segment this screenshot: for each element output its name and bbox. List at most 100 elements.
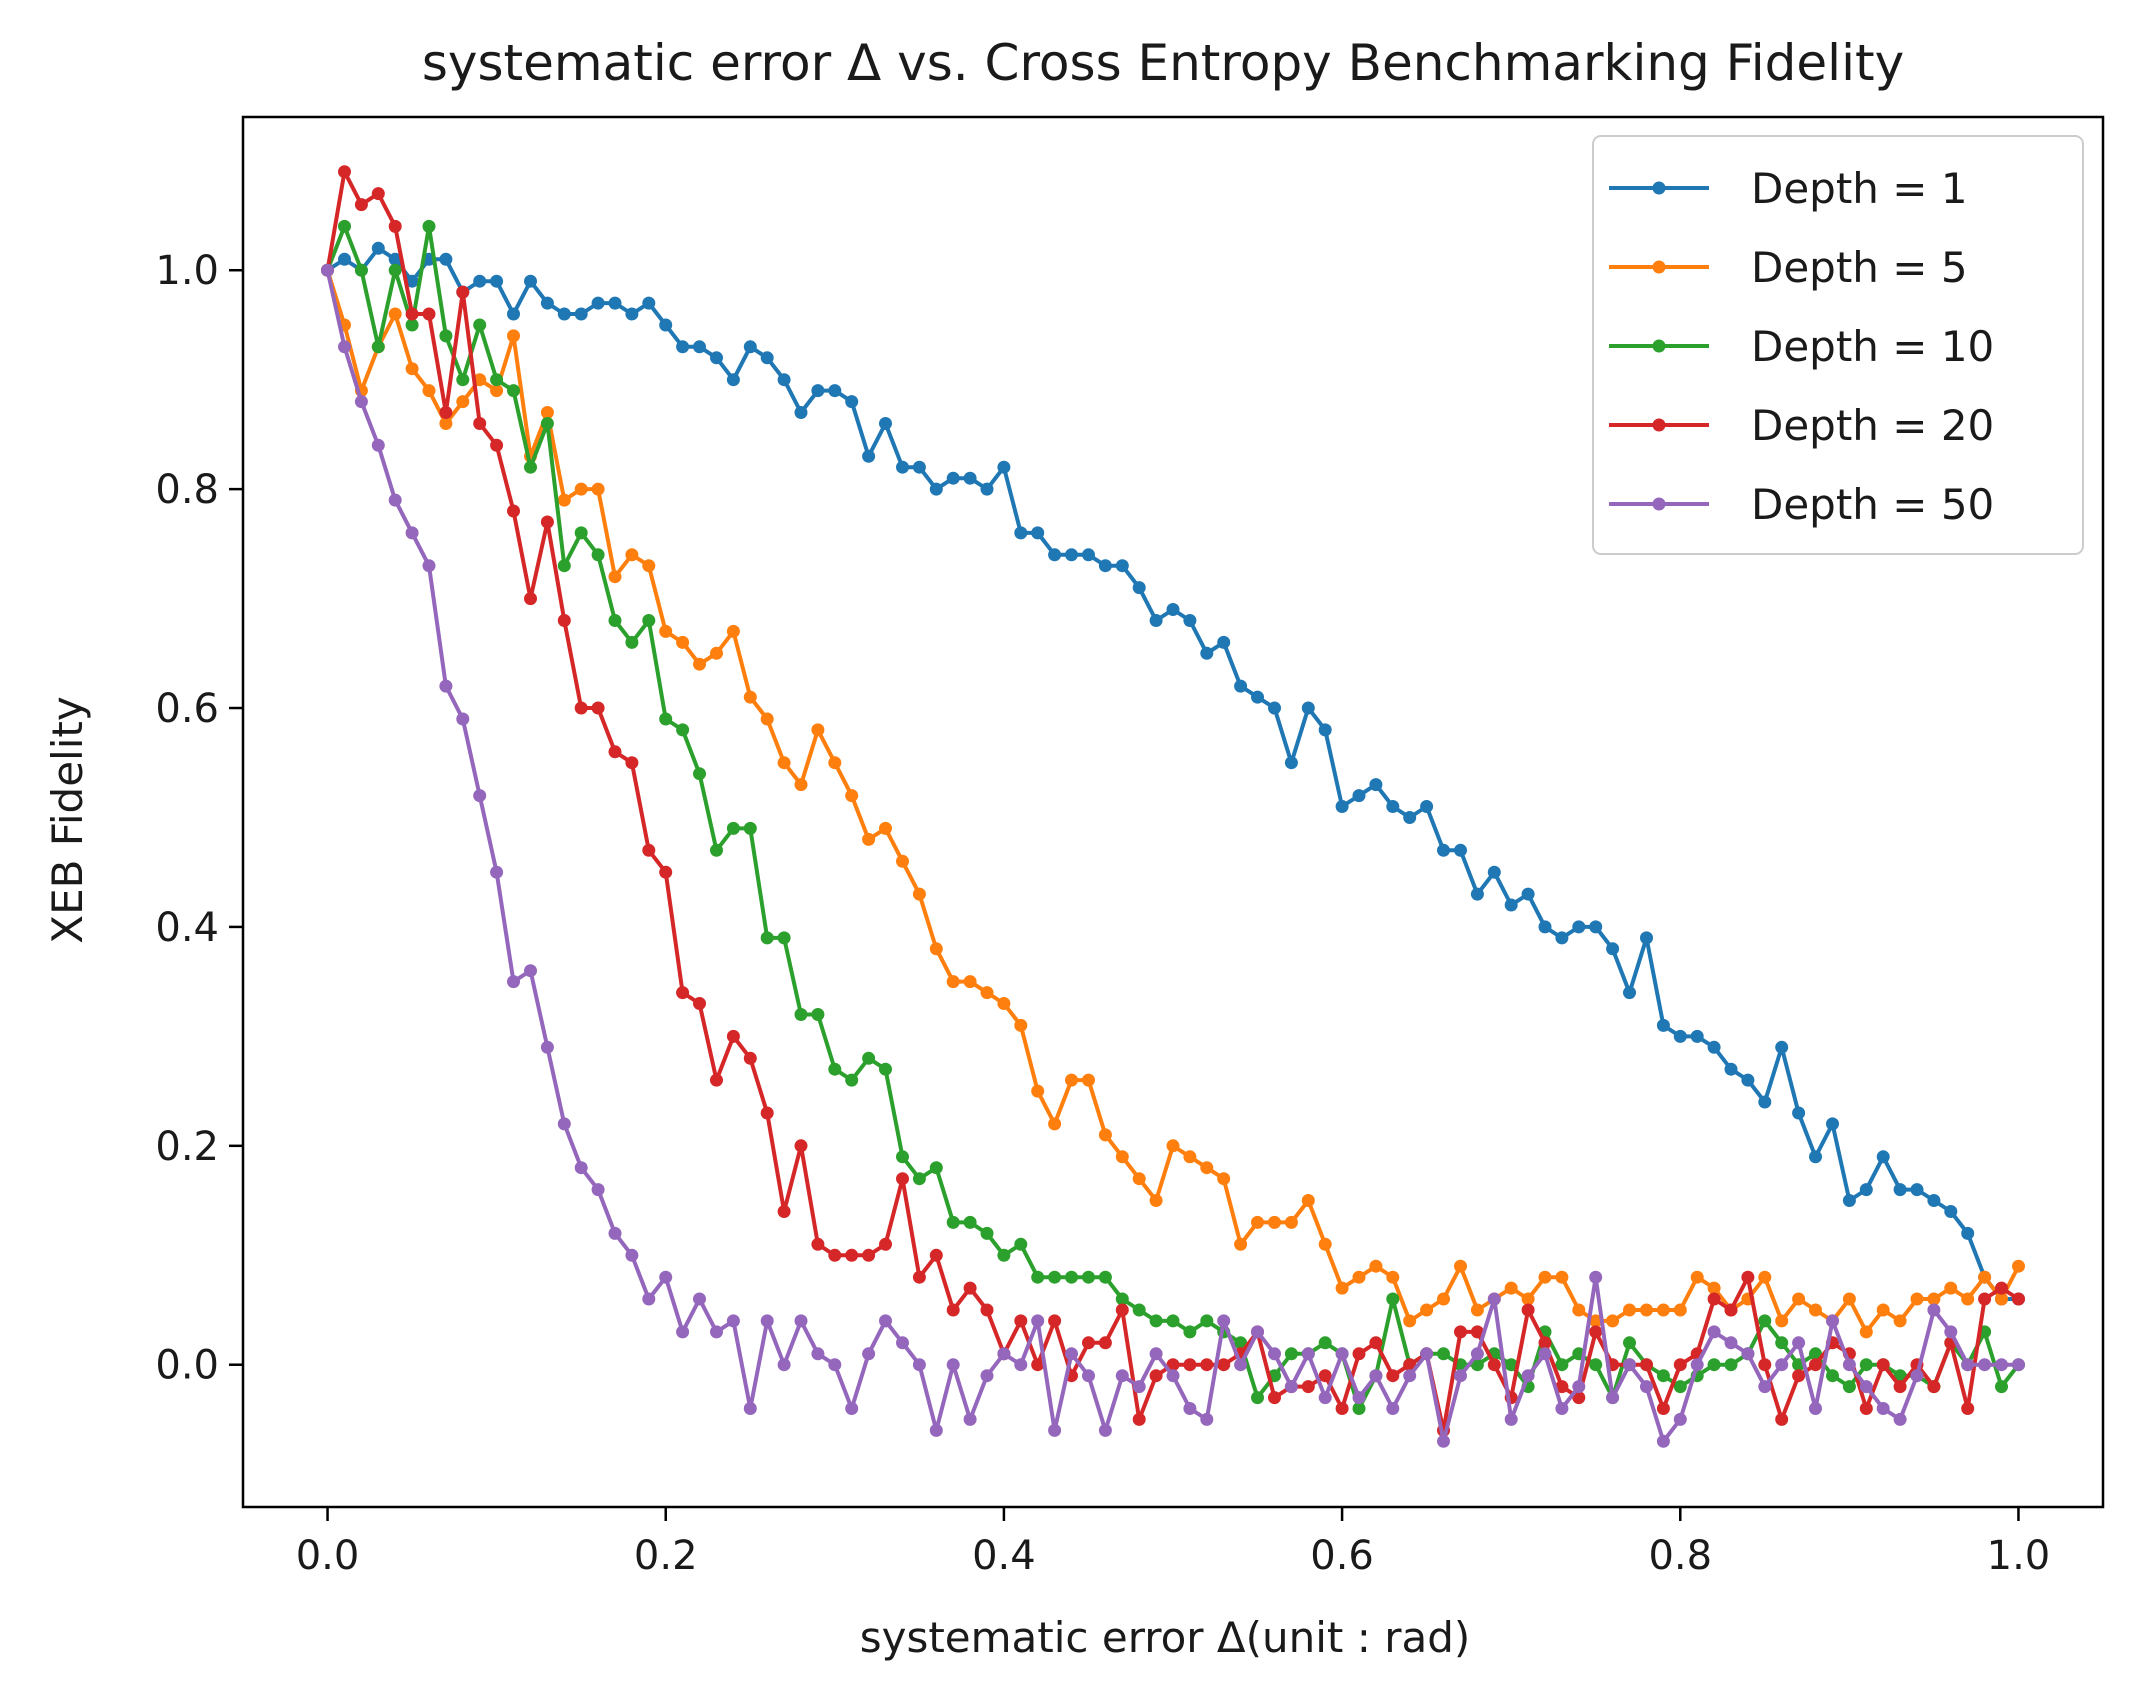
data-point xyxy=(405,362,419,376)
data-point xyxy=(1893,1314,1907,1328)
data-point xyxy=(1487,1358,1501,1372)
data-point xyxy=(1944,1325,1958,1339)
data-point xyxy=(1572,1303,1586,1317)
data-point xyxy=(473,789,487,803)
data-point xyxy=(743,1402,757,1415)
data-point xyxy=(1995,1380,2008,1394)
data-point xyxy=(1470,887,1484,901)
data-point xyxy=(760,351,774,365)
data-point xyxy=(1775,1336,1789,1350)
data-point xyxy=(1555,1380,1569,1394)
data-point xyxy=(963,471,977,485)
y-tick-label: 1.0 xyxy=(155,248,219,294)
data-point xyxy=(439,329,453,343)
data-point xyxy=(1910,1183,1924,1197)
data-point xyxy=(1149,614,1163,627)
data-point xyxy=(1724,1303,1738,1317)
data-point xyxy=(726,1029,740,1043)
data-point xyxy=(1352,1347,1366,1361)
data-point xyxy=(1217,1314,1231,1328)
x-tick-label: 0.8 xyxy=(1648,1533,1712,1579)
data-point xyxy=(1115,559,1129,573)
data-point xyxy=(1335,1402,1349,1415)
data-point xyxy=(642,1292,656,1306)
data-point xyxy=(1420,1303,1434,1317)
data-point xyxy=(574,482,588,496)
data-point xyxy=(1538,1270,1552,1284)
data-point xyxy=(1927,1292,1941,1306)
data-point xyxy=(1048,548,1062,562)
data-point xyxy=(1656,1303,1670,1317)
data-point xyxy=(1623,1303,1636,1317)
data-point xyxy=(1876,1303,1890,1317)
legend-box xyxy=(1592,135,2084,555)
data-point xyxy=(811,384,825,398)
legend-label: Depth = 1 xyxy=(1751,164,1968,213)
data-point xyxy=(1065,548,1078,562)
data-point xyxy=(693,340,706,354)
data-point xyxy=(1403,811,1417,824)
data-point xyxy=(1826,1117,1839,1131)
data-point xyxy=(456,712,470,726)
data-point xyxy=(659,865,673,879)
data-point xyxy=(1301,1347,1315,1361)
data-point xyxy=(1504,1412,1518,1426)
data-point xyxy=(490,865,504,879)
data-point xyxy=(676,340,690,354)
data-point xyxy=(1234,1237,1248,1251)
data-point xyxy=(1470,1303,1484,1317)
data-point xyxy=(2012,1259,2025,1273)
data-point xyxy=(591,548,605,562)
data-point xyxy=(1673,1380,1687,1394)
data-point xyxy=(1775,1358,1789,1372)
data-point xyxy=(1538,920,1552,934)
data-point xyxy=(980,1303,994,1317)
data-point xyxy=(963,1412,977,1426)
data-point xyxy=(1876,1150,1890,1164)
data-point xyxy=(1369,1259,1383,1273)
data-point xyxy=(1792,1369,1806,1383)
data-point xyxy=(743,821,757,835)
data-point xyxy=(1690,1270,1704,1284)
data-point xyxy=(1200,1358,1214,1372)
legend-marker xyxy=(1652,339,1666,353)
data-point xyxy=(371,241,385,255)
data-point xyxy=(1065,1270,1078,1284)
data-point xyxy=(1690,1029,1704,1043)
data-point xyxy=(1234,1358,1248,1372)
data-point xyxy=(1284,756,1298,770)
data-point xyxy=(946,1215,960,1229)
data-point xyxy=(524,460,537,474)
data-point xyxy=(1640,1380,1653,1394)
data-point xyxy=(1386,1270,1400,1284)
data-point xyxy=(1487,865,1501,879)
data-point xyxy=(1318,1336,1332,1350)
data-point xyxy=(1031,526,1045,540)
data-point xyxy=(726,373,740,387)
data-point xyxy=(1927,1303,1941,1317)
data-point xyxy=(321,263,334,277)
data-point xyxy=(1724,1358,1738,1372)
data-point xyxy=(625,307,639,321)
data-point xyxy=(896,854,909,868)
data-point xyxy=(1758,1380,1772,1394)
y-tick-label: 0.6 xyxy=(155,686,219,732)
data-point xyxy=(354,263,368,277)
data-point xyxy=(1741,1270,1755,1284)
data-point xyxy=(693,1292,706,1306)
data-point xyxy=(1487,1292,1501,1306)
data-point xyxy=(1792,1106,1806,1120)
data-point xyxy=(405,274,419,288)
data-point xyxy=(642,559,656,573)
data-point xyxy=(1335,800,1349,813)
data-point xyxy=(794,406,808,419)
data-point xyxy=(1352,1270,1366,1284)
data-point xyxy=(912,1172,926,1186)
data-point xyxy=(1217,1172,1231,1186)
series-1 xyxy=(321,241,2025,1306)
data-point xyxy=(1521,887,1535,901)
data-point xyxy=(743,690,757,704)
data-point xyxy=(422,219,436,233)
data-point xyxy=(1149,1347,1163,1361)
data-point xyxy=(1268,1347,1281,1361)
